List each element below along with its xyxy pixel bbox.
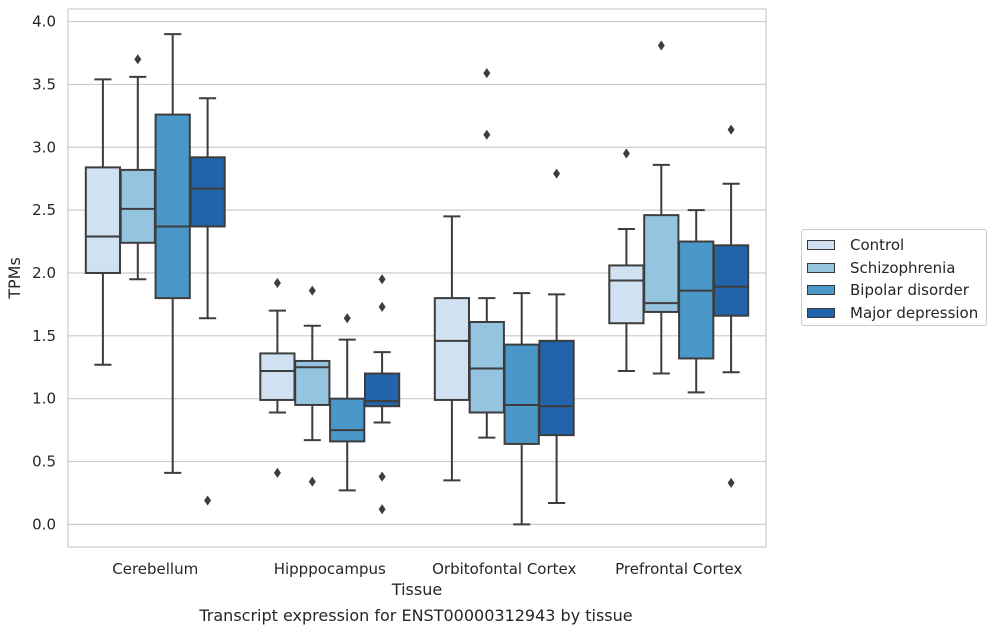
- outlier-point: [343, 313, 351, 324]
- outlier-point: [727, 124, 735, 135]
- box-schizophrenia-cerebellum: [119, 54, 156, 281]
- y-tick-label: 1.0: [32, 390, 56, 408]
- outlier-point: [622, 148, 630, 159]
- box-major-depression-orbitofontal-cortex: [538, 168, 575, 505]
- box-control-orbitofontal-cortex: [433, 215, 471, 482]
- outlier-point: [378, 504, 386, 515]
- box-control-prefrontal-cortex: [608, 148, 645, 373]
- outlier-point: [204, 495, 212, 506]
- legend-item-control: Control: [807, 236, 904, 254]
- box-major-depression-hipppocampus: [363, 274, 401, 515]
- iqr-box: [154, 113, 191, 300]
- box-control-hipppocampus: [259, 278, 296, 478]
- iqr-box: [329, 397, 366, 443]
- box-control-cerebellum: [84, 78, 122, 366]
- outlier-point: [483, 68, 491, 79]
- x-tick-label: Prefrontal Cortex: [615, 560, 742, 578]
- y-tick-labels: 0.0 0.5 1.0 1.5 2.0 2.5 3.0 3.5 4.0: [32, 13, 56, 534]
- outlier-point: [308, 476, 316, 487]
- outlier-point: [378, 471, 386, 482]
- legend-label-major-depression: Major depression: [850, 304, 979, 322]
- legend-item-major-depression: Major depression: [807, 304, 978, 322]
- box-bipolar-disorder-prefrontal-cortex: [678, 209, 715, 394]
- outlier-point: [308, 285, 316, 296]
- legend-item-schizophrenia: Schizophrenia: [807, 259, 955, 277]
- y-tick-label: 0.5: [32, 453, 56, 471]
- legend-label-bipolar-disorder: Bipolar disorder: [850, 281, 969, 299]
- x-tick-label: Orbitofontal Cortex: [432, 560, 576, 578]
- outlier-point: [378, 274, 386, 285]
- outlier-point: [273, 278, 281, 289]
- y-tick-label: 3.0: [32, 138, 56, 156]
- iqr-box: [84, 166, 122, 274]
- outlier-point: [483, 129, 491, 140]
- y-tick-label: 4.0: [32, 13, 56, 31]
- legend-label-schizophrenia: Schizophrenia: [850, 259, 956, 277]
- legend-item-bipolar-disorder: Bipolar disorder: [807, 281, 969, 299]
- legend-swatch-control: [807, 240, 835, 250]
- box-major-depression-prefrontal-cortex: [712, 124, 750, 488]
- iqr-box: [259, 352, 296, 401]
- outlier-point: [378, 301, 386, 312]
- iqr-box: [608, 264, 645, 325]
- iqr-box: [643, 214, 680, 313]
- box-schizophrenia-prefrontal-cortex: [643, 40, 680, 375]
- x-axis-label: Tissue: [391, 580, 442, 599]
- iqr-box: [294, 359, 331, 406]
- iqr-box: [189, 156, 226, 228]
- y-axis-label: TPMs: [5, 257, 24, 300]
- chart-caption: Transcript expression for ENST0000031294…: [199, 606, 633, 625]
- x-tick-label: Cerebellum: [112, 560, 198, 578]
- outlier-point: [134, 54, 142, 65]
- y-tick-label: 1.5: [32, 327, 56, 345]
- iqr-box: [503, 343, 540, 445]
- legend: Control Schizophrenia Bipolar disorder M…: [801, 229, 987, 326]
- legend-swatch-bipolar-disorder: [807, 285, 835, 295]
- legend-swatch-major-depression: [807, 308, 835, 318]
- box-bipolar-disorder-orbitofontal-cortex: [503, 292, 540, 526]
- y-tick-label: 2.5: [32, 201, 56, 219]
- y-tick-label: 0.0: [32, 515, 56, 533]
- x-tick-labels: Cerebellum Hipppocampus Orbitofontal Corte…: [112, 560, 742, 578]
- iqr-box: [712, 244, 750, 317]
- iqr-box: [119, 168, 156, 244]
- outlier-point: [727, 477, 735, 488]
- plot-frame: [67, 8, 767, 548]
- box-major-depression-cerebellum: [189, 97, 226, 506]
- box-bipolar-disorder-hipppocampus: [329, 313, 366, 492]
- iqr-box: [538, 339, 575, 437]
- y-tick-label: 3.5: [32, 75, 56, 93]
- box-schizophrenia-hipppocampus: [294, 285, 331, 487]
- box-schizophrenia-orbitofontal-cortex: [468, 68, 505, 439]
- outlier-point: [553, 168, 561, 179]
- y-tick-label: 2.0: [32, 264, 56, 282]
- legend-swatch-schizophrenia: [807, 263, 835, 273]
- iqr-box: [468, 320, 505, 414]
- iqr-box: [433, 297, 471, 401]
- boxes: [84, 33, 750, 526]
- outlier-point: [657, 40, 665, 51]
- legend-label-control: Control: [850, 236, 905, 254]
- outlier-point: [273, 467, 281, 478]
- box-bipolar-disorder-cerebellum: [154, 33, 191, 474]
- iqr-box: [678, 240, 715, 360]
- x-tick-label: Hipppocampus: [274, 560, 386, 578]
